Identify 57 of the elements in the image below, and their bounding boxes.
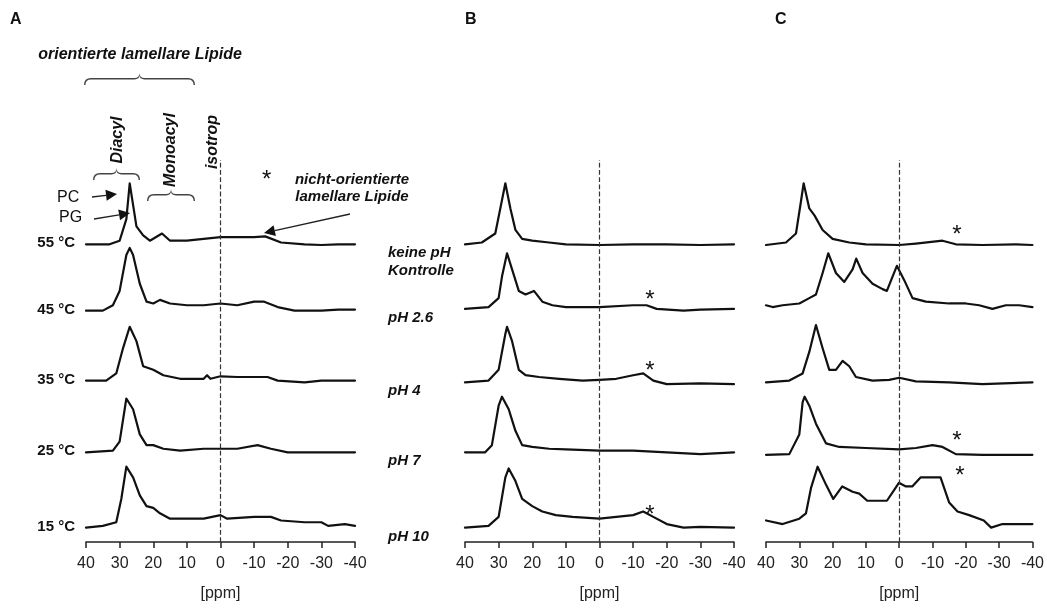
x-tick-label: 10 [857,553,875,571]
series-label: 35 °C [37,369,75,387]
annotation: * [952,220,962,248]
annotation: * [952,426,962,454]
x-tick-label: 0 [216,553,226,571]
x-tick-label: 10 [556,553,575,571]
x-tick-label: 30 [489,553,508,571]
text: B [465,10,477,29]
x-tick-label: -40 [343,553,367,571]
x-tick-label: 30 [790,553,809,571]
annotation: * [645,500,655,528]
annotation: * [645,285,655,313]
series-label: 55 °C [37,233,75,251]
x-tick-label: -20 [276,553,300,571]
annotation: nicht-orientierte lamellare Lipide [293,170,411,205]
x-tick-label: 20 [144,553,163,571]
text: A [10,10,22,29]
text: C [775,10,787,29]
x-tick-label: 40 [77,553,95,571]
x-tick-label: -20 [954,553,978,571]
text: pH 4 [388,381,422,399]
x-tick-label: -30 [688,553,713,571]
x-axis-title: [ppm] [200,583,241,601]
x-tick-label: 0 [894,553,904,571]
annotation: * [645,356,655,384]
series-label: 45 °C [37,299,75,317]
x-tick-label: -20 [655,553,679,571]
text: orientierte lamellare Lipide [37,45,243,64]
text: pH 10 [388,526,430,544]
x-axis-title: [ppm] [579,583,620,601]
x-tick-label: -10 [621,553,645,571]
x-tick-label: 40 [757,553,775,571]
annotation: * [955,461,965,489]
text: pH 2.6 [388,307,434,326]
text: Diacyl [107,116,126,164]
x-tick-label: -10 [242,553,266,571]
x-tick-label: 30 [110,553,129,571]
annotation: Monoacyl [160,113,179,187]
x-tick-label: 20 [523,553,542,571]
x-axis-title: [ppm] [879,583,920,601]
x-tick-label: 10 [177,553,196,571]
x-tick-label: -40 [1020,553,1045,571]
text: pH 7 [388,451,422,469]
text: isotrop [202,114,221,170]
x-tick-label: -10 [920,553,945,571]
series-label: 15 °C [37,516,75,534]
annotation: * [262,165,272,193]
x-tick-label: 20 [823,553,842,571]
x-tick-label: -40 [722,553,746,571]
text: PC [57,188,80,207]
series-label: 25 °C [37,441,75,459]
series-label: keine pH Kontrolle [388,243,455,278]
x-tick-label: 40 [456,553,474,571]
text: PG [59,208,83,227]
x-tick-label: 0 [595,553,605,571]
x-tick-label: -30 [309,553,334,571]
x-tick-label: -30 [987,553,1011,571]
